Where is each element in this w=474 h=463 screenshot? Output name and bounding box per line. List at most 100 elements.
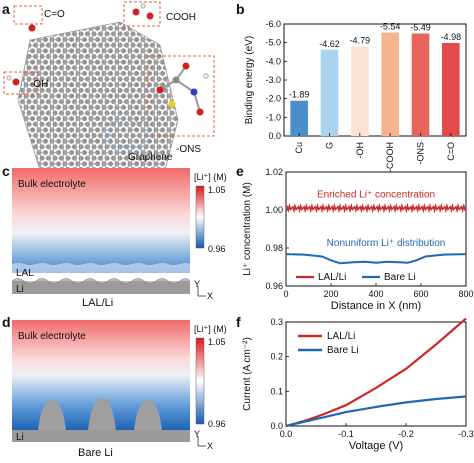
colorbar-min: 0.96 bbox=[208, 419, 226, 429]
bar bbox=[411, 33, 430, 136]
bulk-electrolyte-label: Bulk electrolyte bbox=[18, 331, 86, 342]
hydrogen-atom bbox=[6, 75, 12, 81]
co-group-box bbox=[13, 5, 43, 25]
series-lal-li-line bbox=[285, 317, 467, 428]
colorbar-title: [Li⁺] (M) bbox=[194, 324, 227, 334]
axes-indicator: Y X bbox=[194, 279, 213, 301]
bar-value-label: -4.98 bbox=[441, 32, 462, 42]
x-tick-label: -0.3 bbox=[458, 429, 474, 439]
y-tick-label: 0.1 bbox=[270, 386, 283, 396]
y-axis-label: Binding energy (eV) bbox=[244, 36, 255, 124]
li-metal-slab bbox=[12, 430, 190, 442]
cooh-group-box bbox=[123, 1, 161, 27]
y-tick-label: -1.0 bbox=[265, 112, 281, 122]
x-tick-label: 0.0 bbox=[280, 429, 293, 439]
x-tick-label: -ONS bbox=[416, 142, 426, 165]
oxygen-atom bbox=[12, 78, 20, 86]
colorbar-max: 1.05 bbox=[208, 185, 226, 195]
panel-d-label: d bbox=[2, 314, 11, 330]
y-tick-label: 0.98 bbox=[265, 243, 283, 253]
colorbar bbox=[195, 337, 205, 425]
x-tick-label: C=O bbox=[446, 142, 456, 161]
plot-frame bbox=[285, 321, 467, 427]
x-tick-label: Cu bbox=[294, 142, 304, 154]
series-bare-li-line bbox=[285, 253, 467, 265]
panel-a-label: a bbox=[2, 1, 10, 17]
x-axis-label: Voltage (V) bbox=[349, 440, 403, 452]
axis-y-label: Y bbox=[194, 429, 200, 439]
bar-value-label: -4.62 bbox=[319, 39, 340, 49]
graphene-label: Graphene bbox=[128, 152, 173, 163]
axis-y-label: Y bbox=[194, 279, 200, 289]
bulk-electrolyte-label: Bulk electrolyte bbox=[18, 179, 86, 190]
plot-frame bbox=[283, 23, 467, 137]
panel-b-label: b bbox=[236, 1, 245, 17]
lal-interface bbox=[11, 278, 191, 284]
x-tick-label: 400 bbox=[368, 289, 383, 299]
colorbar-title: [Li⁺] (M) bbox=[194, 172, 227, 182]
y-tick-label: -2.0 bbox=[265, 94, 281, 104]
colorbar-max: 1.05 bbox=[208, 337, 226, 347]
x-tick-label: -0.1 bbox=[338, 429, 354, 439]
y-tick-label: 0.96 bbox=[265, 281, 283, 291]
bar-value-label: -5.54 bbox=[380, 22, 401, 32]
binding-energy-chart: 0.0 -1.0 -2.0 -3.0 -4.0 -5.0 -6.0 -1.89 Cu -4.62 G… bbox=[244, 19, 467, 172]
x-axis-label: Distance in X (nm) bbox=[331, 300, 421, 312]
legend-label-bare-li: Bare Li bbox=[327, 345, 359, 356]
li-label: Li bbox=[16, 284, 24, 295]
bar bbox=[381, 32, 399, 136]
y-tick-label: 1.00 bbox=[265, 205, 283, 215]
series-bare-li-line bbox=[285, 395, 467, 428]
bar bbox=[351, 46, 369, 136]
y-tick-label: -4.0 bbox=[265, 56, 281, 66]
y-tick-label: 0.0 bbox=[268, 131, 281, 141]
co-group-label: C=O bbox=[44, 9, 65, 20]
y-tick-label: 1.02 bbox=[265, 167, 283, 177]
y-axis-label: Li⁺ concentration (M) bbox=[242, 182, 253, 276]
annotation-nonuniform: Nonuniform Li⁺ distribution bbox=[327, 238, 446, 249]
concentration-field bbox=[12, 168, 190, 273]
y-tick-label: 0.0 bbox=[270, 421, 283, 431]
x-tick-label: 200 bbox=[323, 289, 338, 299]
axis-x-label: X bbox=[207, 291, 213, 301]
li-dendrite bbox=[134, 400, 162, 430]
li-label: Li bbox=[16, 432, 24, 443]
bar bbox=[442, 43, 460, 136]
axis-x-label: X bbox=[207, 441, 213, 451]
legend-label-lal-li: LAL/Li bbox=[318, 272, 346, 283]
graphene-box bbox=[109, 121, 149, 147]
bar bbox=[290, 100, 308, 136]
colorbar-min: 0.96 bbox=[208, 244, 226, 254]
cooh-group-label: COOH bbox=[166, 12, 196, 23]
panel-d: d Bulk electrolyte Li Bare Li [Li⁺] (M) … bbox=[2, 314, 227, 459]
panel-c: c Bulk electrolyte LAL Li LAL/Li [Li⁺] (… bbox=[2, 163, 227, 309]
bar-value-label: -4.79 bbox=[350, 36, 371, 46]
x-tick-label: -OH bbox=[355, 142, 365, 159]
bar-value-label: -5.49 bbox=[410, 23, 431, 33]
panel-e-label: e bbox=[236, 163, 244, 179]
x-tick-label: G bbox=[325, 142, 335, 149]
annotation-enriched: Enriched Li⁺ concentration bbox=[317, 190, 435, 201]
panel-c-caption: LAL/Li bbox=[82, 297, 113, 309]
concentration-profile-chart: 0 200 400 600 800 0.96 0.98 1.00 1.02 Enriched Li… bbox=[242, 167, 474, 312]
bar-value-label: -1.89 bbox=[289, 90, 310, 100]
legend-label-lal-li: LAL/Li bbox=[327, 331, 355, 342]
x-tick-label: -COOH bbox=[385, 142, 395, 172]
li-dendrite bbox=[38, 400, 66, 430]
legend-label-bare-li: Bare Li bbox=[384, 272, 416, 283]
panel-d-caption: Bare Li bbox=[78, 447, 113, 459]
oxygen-atom bbox=[132, 8, 140, 16]
series-lal-li-line bbox=[285, 202, 467, 214]
panel-b: b 0.0 -1.0 -2.0 -3.0 -4.0 -5.0 -6.0 -1.89 Cu -4.6… bbox=[236, 1, 467, 172]
y-tick-label: 0.3 bbox=[270, 317, 283, 327]
y-tick-label: 0.2 bbox=[270, 352, 283, 362]
panel-a: a C=O COOH -OH -ONS Graphene bbox=[2, 1, 215, 201]
oxygen-atom bbox=[146, 12, 154, 20]
oh-group-box bbox=[3, 71, 39, 95]
x-tick-label: 600 bbox=[413, 289, 428, 299]
panel-f-label: f bbox=[236, 314, 241, 330]
bar bbox=[320, 49, 339, 137]
oxygen-atom bbox=[28, 24, 36, 32]
